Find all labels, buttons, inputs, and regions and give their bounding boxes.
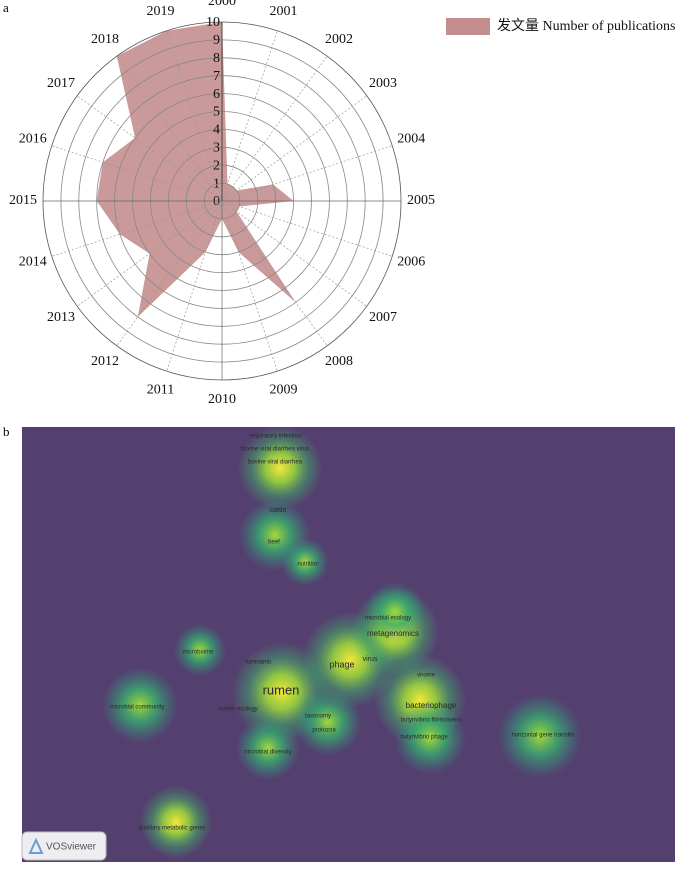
category-label: 2009 [269, 382, 297, 397]
category-label: 2001 [269, 4, 297, 19]
term-label: microbial ecology [365, 616, 411, 622]
spoke [221, 200, 278, 372]
spoke [166, 200, 223, 372]
spoke [221, 200, 328, 347]
radial-tick-label: 3 [213, 141, 220, 156]
panel-label: a [3, 0, 9, 15]
spoke [221, 95, 368, 202]
category-label: 2006 [397, 255, 425, 270]
term-label: phage [329, 659, 354, 669]
term-label: virome [417, 673, 436, 679]
spoke [221, 145, 393, 202]
category-label: 2018 [91, 32, 119, 47]
term-label: beef [268, 540, 280, 546]
category-label: 2012 [91, 354, 119, 369]
spoke [51, 200, 223, 257]
spoke [76, 200, 223, 307]
legend-label: 发文量 Number of publications [497, 18, 675, 34]
term-label: metagenomics [367, 629, 419, 638]
term-label: horizontal gene transfer [511, 733, 574, 739]
term-label: virus [363, 656, 378, 663]
term-label: bacteriophage [406, 701, 457, 710]
term-label: ruminants [245, 660, 271, 666]
spoke [76, 95, 223, 202]
term-label: microbiome [182, 650, 214, 656]
spoke [166, 30, 223, 202]
term-label: taxonomy [305, 714, 331, 720]
category-label: 2008 [325, 354, 353, 369]
panel-label: b [3, 424, 10, 439]
term-label: cattle [270, 507, 287, 514]
series-area [96, 22, 296, 317]
legend-swatch [446, 18, 490, 35]
term-label: bovine viral diarrhea [248, 460, 303, 466]
term-label: auxiliary metabolic genes [138, 826, 205, 832]
logo-icon [28, 837, 44, 854]
radial-tick-label: 6 [213, 87, 220, 102]
category-label: 2011 [147, 382, 174, 397]
term-label: respiratory infection [249, 434, 301, 440]
category-label: 2007 [369, 310, 397, 325]
density-spot [281, 538, 329, 586]
radial-tick-label: 4 [213, 123, 220, 138]
category-label: 2003 [369, 76, 397, 91]
category-label: 2015 [9, 193, 37, 208]
radial-tick-label: 0 [213, 194, 220, 209]
radial-tick-label: 8 [213, 51, 220, 66]
density-map: respiratory infection bovine viral diarrh… [22, 427, 675, 862]
density-spot [394, 702, 466, 774]
category-label: 2004 [397, 132, 425, 147]
radial-tick-label: 9 [213, 33, 220, 48]
term-label: butyrivibrio phage [400, 735, 448, 741]
term-label: protozoa [312, 728, 336, 734]
radial-tick-label: 7 [213, 69, 220, 84]
category-label: 2005 [407, 193, 435, 208]
radial-tick-label: 10 [206, 15, 220, 30]
radial-tick-label: 2 [213, 158, 220, 173]
radial-tick-label: 5 [213, 105, 220, 120]
category-label: 2014 [19, 255, 47, 270]
spoke [116, 55, 223, 202]
density-spot [102, 667, 178, 743]
term-label: nutrition [297, 562, 318, 568]
term-label: butyrivibrio fibrisolvens [401, 718, 462, 724]
density-spot [238, 427, 322, 510]
spoke [51, 145, 223, 202]
spoke [221, 200, 393, 257]
term-label: bovine viral diarrhea virus [241, 447, 309, 453]
polar-chart: 0 1 2 3 4 5 6 7 8 9 10 2000 2001 2002 2003 2004 2005 2006… [9, 0, 675, 407]
category-label: 2017 [47, 76, 75, 91]
spoke [221, 200, 368, 307]
density-spot [236, 716, 300, 780]
logo: VOSviewer [21, 831, 107, 861]
term-label: rumen ecology [218, 707, 257, 713]
density-spot [365, 582, 425, 642]
category-label: 2000 [208, 0, 236, 9]
category-label: 2002 [325, 32, 353, 47]
category-label: 2016 [19, 132, 47, 147]
density-spot [174, 624, 226, 676]
term-label: microbial community [110, 705, 165, 711]
spoke [221, 55, 328, 202]
logo-text: VOSviewer [46, 842, 97, 853]
spoke [221, 30, 278, 202]
term-label: microbial diversity [244, 750, 292, 756]
spoke [116, 200, 223, 347]
category-label: 2010 [208, 392, 236, 407]
category-label: 2013 [47, 310, 75, 325]
density-spot [498, 694, 582, 778]
category-label: 2019 [147, 4, 175, 19]
term-label: rumen [263, 682, 300, 697]
radial-tick-label: 1 [213, 176, 220, 191]
density-spot [140, 786, 212, 858]
